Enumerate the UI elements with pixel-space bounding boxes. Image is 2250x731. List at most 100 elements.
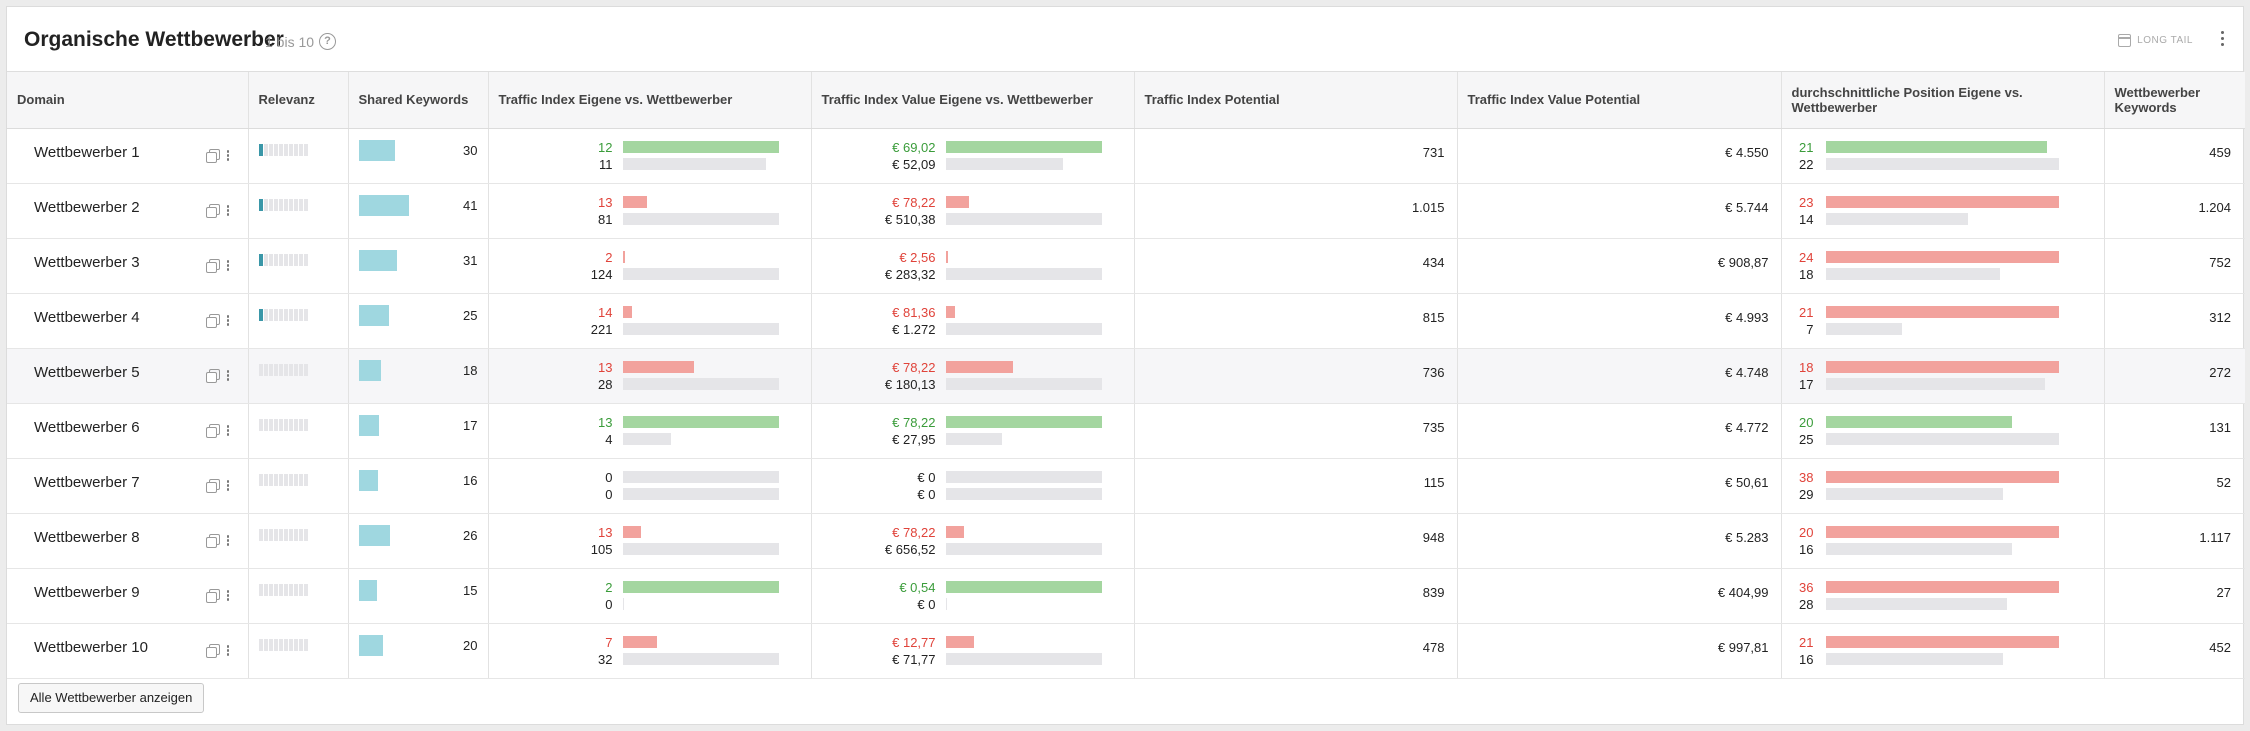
copy-icon[interactable] (205, 314, 220, 328)
traffic-index-value-own-bar (945, 361, 1102, 373)
row-menu-icon[interactable] (226, 204, 230, 218)
shared-keywords-value[interactable]: 18 (463, 363, 478, 378)
avg-position-competitor-bar (1825, 598, 2059, 610)
copy-icon[interactable] (205, 644, 220, 658)
competitor-domain-link[interactable]: Wettbewerber 10 (34, 639, 148, 656)
card-header: Organische Wettbewerber 1 bis 10 ? LONG … (7, 7, 2243, 72)
relevance-segment (298, 253, 303, 266)
row-menu-icon[interactable] (226, 369, 230, 383)
row-menu-icon[interactable] (226, 479, 230, 493)
shared-keywords-value[interactable]: 17 (463, 418, 478, 433)
table-row[interactable]: Wettbewerber 9 15 2 0 € 0,54 € 0 (7, 568, 2245, 624)
traffic-index-value-competitor-fill (945, 268, 1102, 280)
col-traffic-index-header[interactable]: Traffic Index Eigene vs. Wettbewerber (488, 72, 812, 129)
avg-position-own-bar (1825, 141, 2059, 153)
competitor-keywords-value[interactable]: 312 (2209, 310, 2231, 325)
competitor-domain-link[interactable]: Wettbewerber 4 (34, 309, 140, 326)
relevance-segment (263, 473, 268, 486)
competitor-keywords-value[interactable]: 131 (2209, 420, 2231, 435)
col-domain-header[interactable]: Domain (7, 72, 249, 129)
row-menu-icon[interactable] (226, 259, 230, 273)
row-menu-icon[interactable] (226, 424, 230, 438)
traffic-index-value-competitor-value: € 1.272 (892, 321, 936, 337)
competitor-domain-link[interactable]: Wettbewerber 1 (34, 144, 140, 161)
col-shared-keywords-header[interactable]: Shared Keywords (348, 72, 489, 129)
competitor-keywords-value[interactable]: 452 (2209, 640, 2231, 655)
copy-icon[interactable] (205, 204, 220, 218)
longtail-toggle[interactable]: LONG TAIL (2118, 34, 2193, 47)
traffic-index-own-fill (622, 581, 779, 593)
competitor-keywords-value[interactable]: 1.204 (2198, 200, 2231, 215)
shared-keywords-value[interactable]: 41 (463, 198, 478, 213)
table-row[interactable]: Wettbewerber 8 26 13 105 € 78,22 € 656,5… (7, 513, 2245, 569)
traffic-index-competitor-value: 221 (590, 321, 613, 337)
shared-keywords-bar (358, 305, 389, 326)
traffic-index-own-fill (622, 196, 648, 208)
domain-cell: Wettbewerber 9 (7, 568, 249, 624)
competitor-keywords-value[interactable]: 752 (2209, 255, 2231, 270)
avg-position-own-fill (1825, 581, 2059, 593)
avg-position-pair: 21 7 (1792, 305, 2094, 337)
traffic-index-value-own-fill (945, 526, 965, 538)
shared-keywords-value[interactable]: 31 (463, 253, 478, 268)
col-competitor-keywords-header[interactable]: Wettbewerber Keywords (2104, 72, 2245, 129)
table-row[interactable]: Wettbewerber 6 17 13 4 € 78,22 € 27,95 (7, 403, 2245, 459)
competitor-domain-link[interactable]: Wettbewerber 2 (34, 199, 140, 216)
avg-position-competitor-bar (1825, 378, 2059, 390)
traffic-index-own-value: 13 (598, 194, 613, 210)
col-relevance-header[interactable]: Relevanz (248, 72, 349, 129)
row-menu-icon[interactable] (226, 644, 230, 658)
table-row[interactable]: Wettbewerber 10 20 7 32 € 12,77 € 71,77 (7, 623, 2245, 679)
copy-icon[interactable] (205, 589, 220, 603)
traffic-index-value-own-value: € 2,56 (899, 249, 936, 265)
shared-keywords-value[interactable]: 15 (463, 583, 478, 598)
competitor-keywords-value[interactable]: 27 (2216, 585, 2231, 600)
competitor-keywords-value[interactable]: 272 (2209, 365, 2231, 380)
competitor-domain-link[interactable]: Wettbewerber 8 (34, 529, 140, 546)
competitor-domain-link[interactable]: Wettbewerber 9 (34, 584, 140, 601)
competitor-domain-link[interactable]: Wettbewerber 7 (34, 474, 140, 491)
traffic-potential-cell: 731 (1134, 128, 1458, 184)
competitor-domain-link[interactable]: Wettbewerber 3 (34, 254, 140, 271)
help-icon[interactable]: ? (319, 33, 336, 50)
col-traffic-value-potential-header[interactable]: Traffic Index Value Potential (1457, 72, 1782, 129)
row-menu-icon[interactable] (226, 534, 230, 548)
competitor-keywords-value[interactable]: 52 (2216, 475, 2231, 490)
relevance-segment (283, 418, 288, 431)
copy-icon[interactable] (205, 534, 220, 548)
show-all-competitors-button[interactable]: Alle Wettbewerber anzeigen (18, 683, 205, 713)
col-traffic-index-value-header[interactable]: Traffic Index Value Eigene vs. Wettbewer… (811, 72, 1135, 129)
relevance-segment (303, 308, 308, 321)
traffic-index-cell: 12 11 (488, 128, 812, 184)
traffic-index-value-competitor-value: € 180,13 (884, 376, 936, 392)
traffic-index-competitor-fill (622, 268, 779, 280)
traffic-index-value-cell: € 78,22 € 510,38 (811, 183, 1135, 239)
shared-keywords-value[interactable]: 16 (463, 473, 478, 488)
competitor-keywords-value[interactable]: 459 (2209, 145, 2231, 160)
table-row[interactable]: Wettbewerber 1 30 12 11 € 69,02 € 52,09 (7, 128, 2245, 184)
table-row[interactable]: Wettbewerber 3 31 2 124 € 2,56 € 283,32 (7, 238, 2245, 294)
competitor-domain-link[interactable]: Wettbewerber 5 (34, 364, 140, 381)
table-row[interactable]: Wettbewerber 4 25 14 221 € 81,36 € 1.272 (7, 293, 2245, 349)
row-menu-icon[interactable] (226, 589, 230, 603)
col-traffic-potential-header[interactable]: Traffic Index Potential (1134, 72, 1458, 129)
shared-keywords-value[interactable]: 30 (463, 143, 478, 158)
competitor-keywords-value[interactable]: 1.117 (2199, 530, 2231, 545)
competitor-domain-link[interactable]: Wettbewerber 6 (34, 419, 140, 436)
shared-keywords-value[interactable]: 20 (463, 638, 478, 653)
more-options-icon[interactable] (2221, 31, 2225, 49)
relevance-cell (248, 348, 349, 404)
table-row[interactable]: Wettbewerber 5 18 13 28 € 78,22 € 180,13 (7, 348, 2245, 404)
copy-icon[interactable] (205, 479, 220, 493)
row-menu-icon[interactable] (226, 149, 230, 163)
table-row[interactable]: Wettbewerber 2 41 13 81 € 78,22 € 510,38 (7, 183, 2245, 239)
shared-keywords-value[interactable]: 25 (463, 308, 478, 323)
copy-icon[interactable] (205, 259, 220, 273)
row-menu-icon[interactable] (226, 314, 230, 328)
col-avg-position-header[interactable]: durchschnittliche Position Eigene vs. We… (1781, 72, 2105, 129)
copy-icon[interactable] (205, 424, 220, 438)
table-row[interactable]: Wettbewerber 7 16 0 0 € 0 € 0 (7, 458, 2245, 514)
copy-icon[interactable] (205, 369, 220, 383)
shared-keywords-value[interactable]: 26 (463, 528, 478, 543)
copy-icon[interactable] (205, 149, 220, 163)
